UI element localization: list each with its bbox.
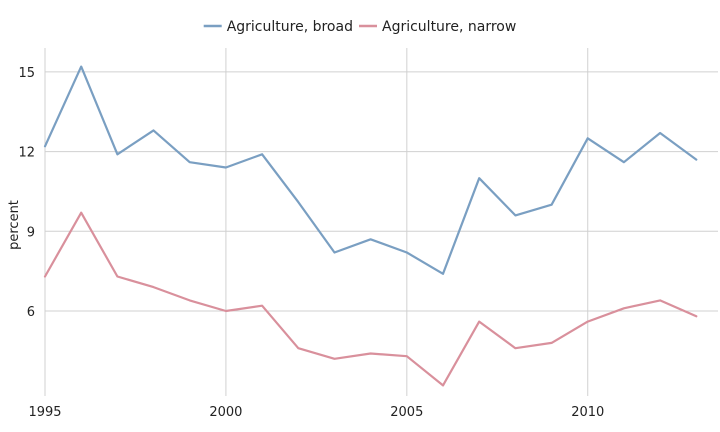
series-line-agriculture-narrow — [43, 211, 698, 387]
y-tick-label: 15 — [18, 66, 35, 81]
series-line-agriculture-broad — [43, 65, 698, 275]
legend-item: Agriculture, narrow — [359, 19, 516, 35]
y-tick-label: 12 — [18, 146, 35, 161]
legend-item: Agriculture, broad — [203, 19, 353, 35]
y-tick-label: 9 — [27, 225, 35, 240]
x-tick-label: 2005 — [390, 405, 423, 420]
grid-lines — [44, 48, 718, 396]
legend: Agriculture, broad Agriculture, narrow — [203, 19, 516, 35]
y-tick-label: 6 — [27, 305, 35, 320]
x-tick-label: 2010 — [571, 405, 604, 420]
x-tick-label: 2000 — [209, 405, 242, 420]
legend-label: Agriculture, narrow — [382, 19, 516, 35]
x-tick-label: 1995 — [28, 405, 61, 420]
series-lines — [43, 65, 698, 387]
y-axis-ticks: 6 9 12 15 — [18, 66, 35, 320]
y-axis-title: percent — [7, 200, 22, 250]
legend-label: Agriculture, broad — [227, 19, 353, 35]
x-axis-ticks: 1995 2000 2005 2010 — [28, 405, 604, 420]
